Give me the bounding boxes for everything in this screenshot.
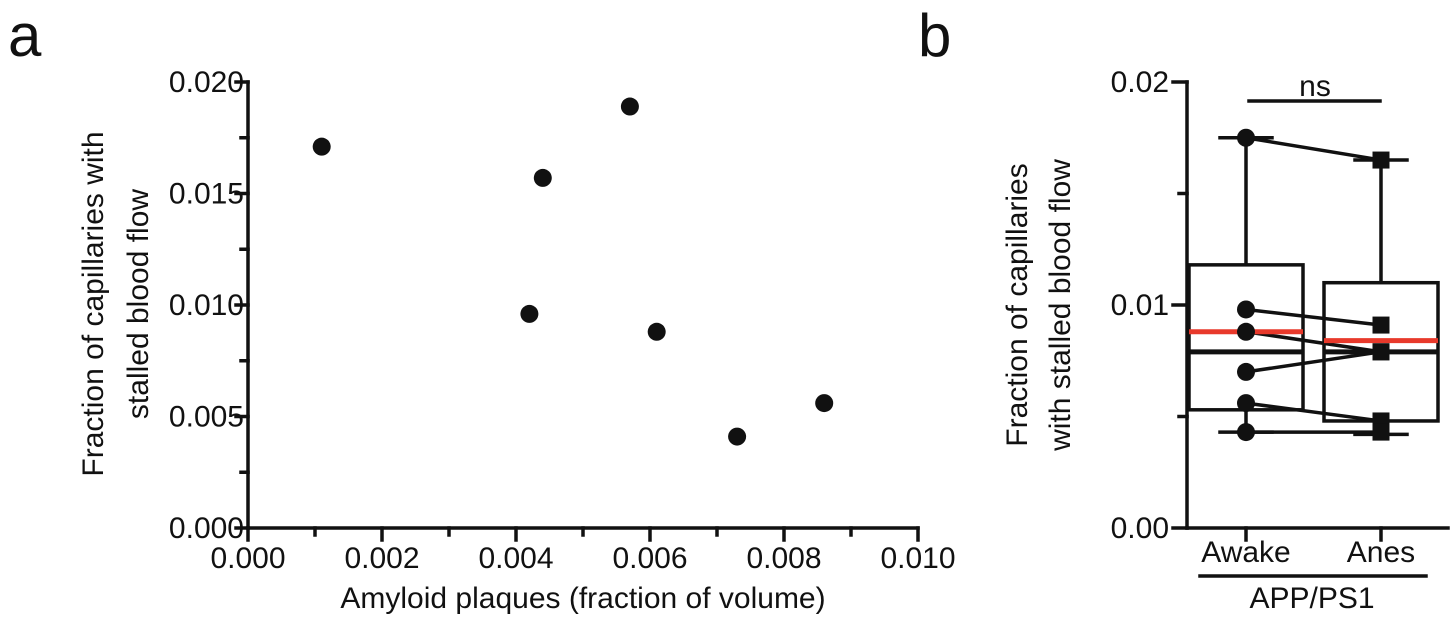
- group-label: APP/PS1: [1249, 582, 1374, 615]
- y-tick-label: 0.005: [169, 401, 244, 434]
- awake-point: [1237, 128, 1255, 147]
- anes-point: [1372, 423, 1390, 441]
- pair-line: [1244, 401, 1383, 423]
- x-tick-label: 0.006: [612, 542, 687, 575]
- panel-label-b: b: [918, 2, 951, 69]
- pair-line: [1244, 307, 1383, 328]
- anes-point: [1372, 316, 1390, 334]
- scatter-panel: a Fraction of capillaries with stalled b…: [8, 2, 956, 615]
- data-point: [533, 168, 552, 187]
- x-tick-label: 0.004: [478, 542, 553, 575]
- y-tick-label: 0.010: [169, 289, 244, 322]
- awake-point: [1237, 423, 1255, 442]
- anes-point: [1372, 343, 1390, 361]
- data-point: [815, 394, 834, 413]
- y-axis-label: Fraction of capillaries with stalled blo…: [1001, 159, 1077, 452]
- awake-point: [1237, 394, 1255, 413]
- x-tick-label: Anes: [1347, 536, 1415, 569]
- axes: 0.000 0.005 0.010 0.015 0.020 0.000 0.002 0.004…: [169, 66, 956, 575]
- pair-line: [1244, 329, 1383, 354]
- pair-line: [1243, 135, 1384, 163]
- pair-line: [1244, 349, 1383, 374]
- awake-point: [1237, 362, 1255, 381]
- data-point: [620, 97, 639, 116]
- x-tick-label: 0.002: [344, 542, 419, 575]
- y-tick-label: 0.000: [169, 512, 244, 545]
- y-tick-label: 0.02: [1111, 66, 1169, 99]
- y-tick-label: 0.015: [169, 178, 244, 211]
- axes: 0.00 0.01 0.02 Awake Anes: [1111, 66, 1450, 578]
- x-tick-label: 0.008: [746, 542, 821, 575]
- x-tick-label: Awake: [1201, 536, 1291, 569]
- panel-label-a: a: [8, 2, 42, 69]
- x-tick-label: 0.010: [880, 542, 955, 575]
- data-point: [728, 427, 747, 446]
- awake-point: [1237, 300, 1255, 319]
- data-point: [312, 137, 331, 156]
- x-tick-label: 0.000: [210, 542, 285, 575]
- data-point: [647, 322, 666, 341]
- y-axis-label: Fraction of capillaries with stalled blo…: [77, 131, 155, 476]
- x-axis-label: Amyloid plaques (fraction of volume): [340, 582, 825, 615]
- box-plot-panel: b Fraction of capillaries with stalled b…: [918, 2, 1450, 615]
- data-points: [312, 97, 834, 446]
- y-tick-label: 0.01: [1111, 289, 1169, 322]
- data-point: [520, 304, 539, 323]
- y-axis-label-line: with stalled blood flow: [1044, 159, 1077, 452]
- y-tick-label: 0.020: [169, 66, 244, 99]
- significance-label: ns: [1299, 70, 1331, 103]
- y-axis-label-line: Fraction of capillaries: [1001, 163, 1034, 446]
- anes-point: [1372, 151, 1390, 169]
- y-tick-label: 0.00: [1111, 512, 1169, 545]
- y-axis-label-line: Fraction of capillaries with: [77, 131, 110, 476]
- y-axis-label-line: stalled blood flow: [122, 189, 155, 419]
- awake-point: [1237, 322, 1255, 341]
- box-plot-marks: [1187, 128, 1440, 442]
